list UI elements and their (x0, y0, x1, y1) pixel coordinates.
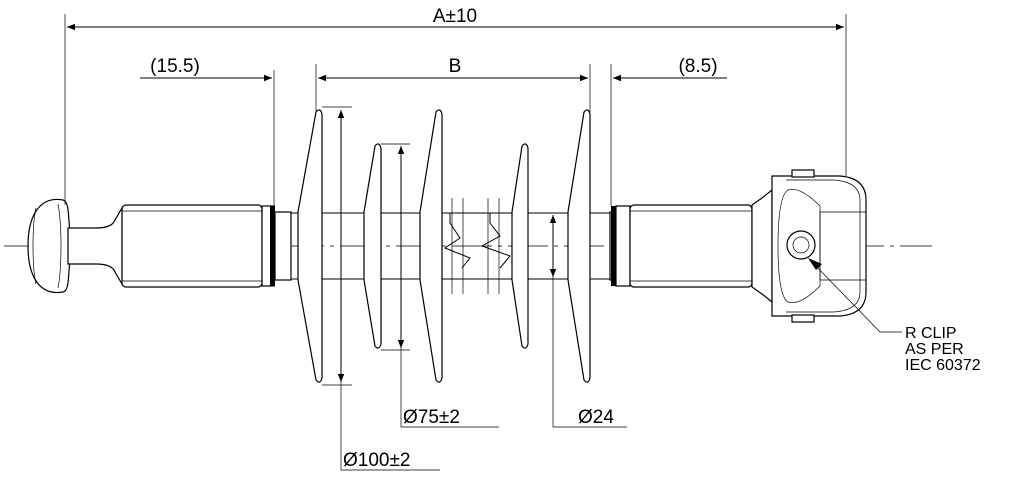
ball-end-fitting (27, 198, 292, 294)
dim-ball-end-offset: (15.5) (150, 56, 200, 77)
dim-small-shed-diameter: Ø75±2 (403, 407, 460, 428)
large-shed-1 (297, 109, 323, 383)
dim-overall-length: A±10 (433, 6, 477, 27)
core-rod (291, 198, 612, 294)
clip-note-line-2: AS PER (905, 341, 964, 358)
small-shed-2 (511, 143, 529, 349)
large-shed-2 (419, 109, 443, 383)
clevis-end-fitting (609, 169, 867, 323)
dim-shed-spacing: B (449, 56, 462, 77)
clip-leader-line (811, 261, 902, 333)
dim-core-diameter: Ø24 (578, 407, 614, 428)
dim-clevis-end-offset: (8.5) (678, 56, 717, 77)
clip-note-line-1: R CLIP (905, 325, 957, 342)
dim-large-shed-diameter: Ø100±2 (343, 450, 410, 471)
small-shed-1 (363, 143, 382, 349)
clip-leader-arrow (808, 258, 822, 270)
large-shed-3 (567, 109, 591, 383)
clip-note-line-3: IEC 60372 (905, 357, 981, 374)
extension-lines (64, 14, 847, 386)
